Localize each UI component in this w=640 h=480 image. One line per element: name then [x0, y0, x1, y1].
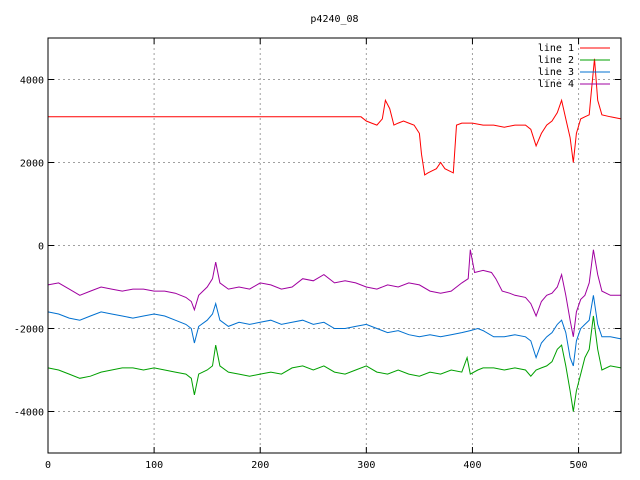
- chart-title: p4240_08: [310, 14, 358, 25]
- y-tick-label: -2000: [14, 325, 44, 336]
- x-tick-label: 300: [357, 460, 375, 471]
- legend-label: line 1: [538, 43, 574, 54]
- series-line-3: [47, 295, 622, 367]
- series-line-1: [48, 58, 622, 176]
- y-tick-label: 2000: [20, 159, 44, 170]
- legend-label: line 2: [538, 55, 574, 66]
- legend-label: line 3: [538, 67, 574, 78]
- y-tick-label: 0: [38, 242, 44, 253]
- series-line-2: [47, 315, 622, 412]
- y-tick-label: 4000: [20, 76, 44, 87]
- x-tick-label: 200: [251, 460, 269, 471]
- legend-label: line 4: [538, 79, 574, 90]
- x-tick-label: 0: [45, 460, 51, 471]
- axis-ticks: 0 100 200 300 400 500 -4000 -2000 0 2000 4000: [14, 38, 621, 471]
- y-tick-label: -4000: [14, 408, 44, 419]
- x-tick-label: 100: [145, 460, 163, 471]
- series-layer: [47, 58, 622, 412]
- x-tick-label: 400: [463, 460, 481, 471]
- x-tick-label: 500: [570, 460, 588, 471]
- grid: [48, 38, 621, 453]
- series-line-4: [47, 249, 621, 337]
